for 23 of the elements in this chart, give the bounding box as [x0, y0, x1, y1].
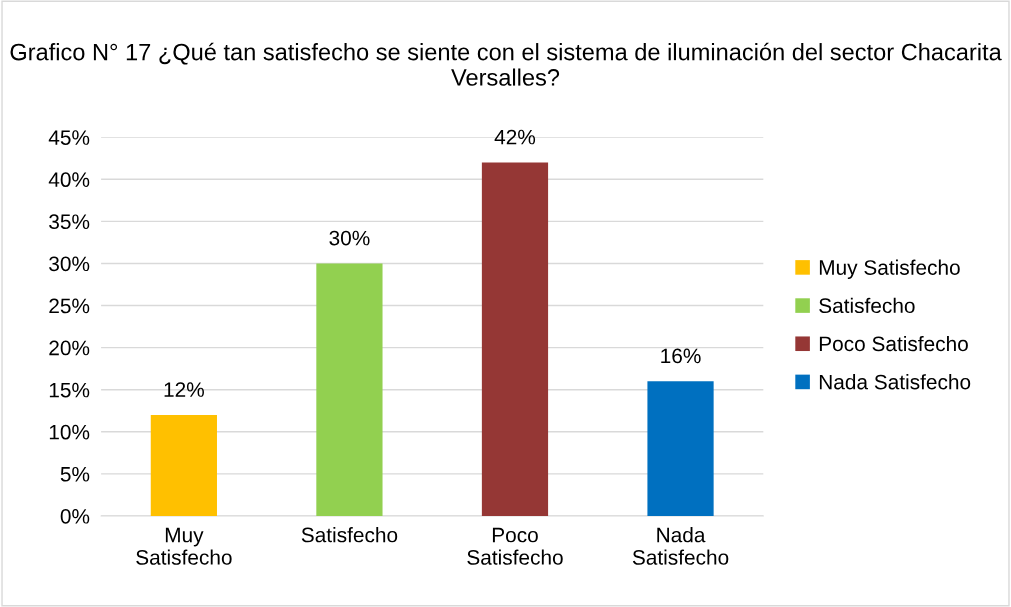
legend-label: Satisfecho: [819, 297, 915, 314]
data-label: 12%: [164, 382, 204, 397]
y-tick-label: 20%: [49, 340, 90, 356]
y-tick-label: 40%: [48, 172, 90, 188]
y-tick-label: 0%: [60, 508, 90, 524]
y-tick-label: 25%: [49, 298, 90, 314]
legend-label: Nada Satisfecho: [819, 374, 971, 390]
legend-label: Poco Satisfecho: [819, 335, 968, 352]
y-tick-label: 45%: [48, 130, 90, 145]
data-label: 16%: [661, 348, 701, 364]
legend-label: Muy Satisfecho: [819, 259, 960, 280]
x-tick-label: Nada Satisfecho: [632, 527, 729, 565]
data-label: 30%: [329, 230, 370, 246]
chart-title: Grafico N° 17 ¿Qué tan satisfecho se siente con el sistema de iluminación del sector Chacarita Versalles?: [10, 42, 1002, 86]
y-tick-label: 30%: [49, 256, 90, 272]
y-tick-label: 35%: [49, 214, 90, 230]
x-tick-label: Muy Satisfecho: [136, 527, 232, 565]
x-tick-label: Poco Satisfecho: [467, 527, 563, 565]
y-tick-label: 10%: [49, 424, 90, 440]
x-tick-label: Satisfecho: [301, 527, 398, 543]
data-label: 42%: [494, 129, 536, 145]
y-tick-label: 5%: [60, 466, 90, 482]
y-tick-label: 15%: [49, 382, 90, 398]
